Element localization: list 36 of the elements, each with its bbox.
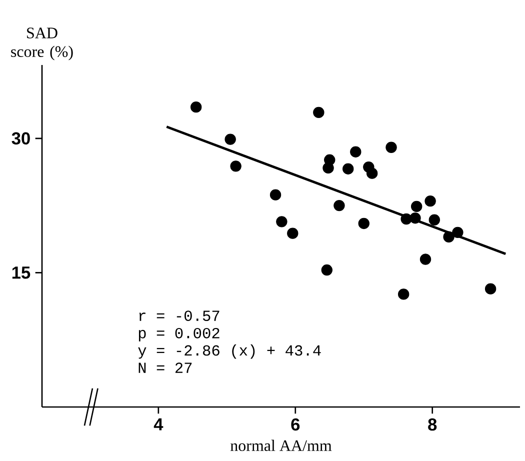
point (398, 288, 410, 300)
annotation: r = -0.57 (139, 310, 220, 322)
point (350, 146, 362, 158)
point (424, 195, 436, 207)
point (230, 160, 242, 172)
point (321, 264, 332, 276)
point (276, 216, 288, 228)
point (366, 168, 378, 179)
point (420, 254, 432, 265)
point (322, 162, 334, 174)
point (443, 231, 454, 242)
point (190, 101, 202, 113)
point (334, 200, 345, 212)
annotation: p = 0.002 (138, 328, 220, 342)
point (410, 212, 421, 224)
x-axis-title: normal AA/mm (230, 440, 332, 452)
point (287, 228, 298, 239)
point (224, 134, 236, 145)
point (386, 142, 397, 153)
x-tick-label: 4 (154, 418, 164, 430)
point (313, 106, 324, 118)
point (358, 218, 370, 230)
point (410, 200, 422, 212)
y-tick-label: 15 (12, 266, 30, 279)
x-tick-label: 6 (291, 418, 300, 431)
annotation: N = 27 (138, 362, 192, 373)
point (428, 214, 440, 226)
point (400, 213, 412, 225)
point (342, 163, 354, 174)
x-tick-label: 8 (428, 418, 437, 431)
annotation: y = -2.86 (x) + 43.4 (138, 344, 321, 359)
y-axis-title: SAD score (%) (11, 28, 73, 60)
point (270, 189, 282, 200)
y-tick-label: 30 (12, 132, 30, 145)
point (484, 283, 496, 294)
point (452, 226, 464, 238)
